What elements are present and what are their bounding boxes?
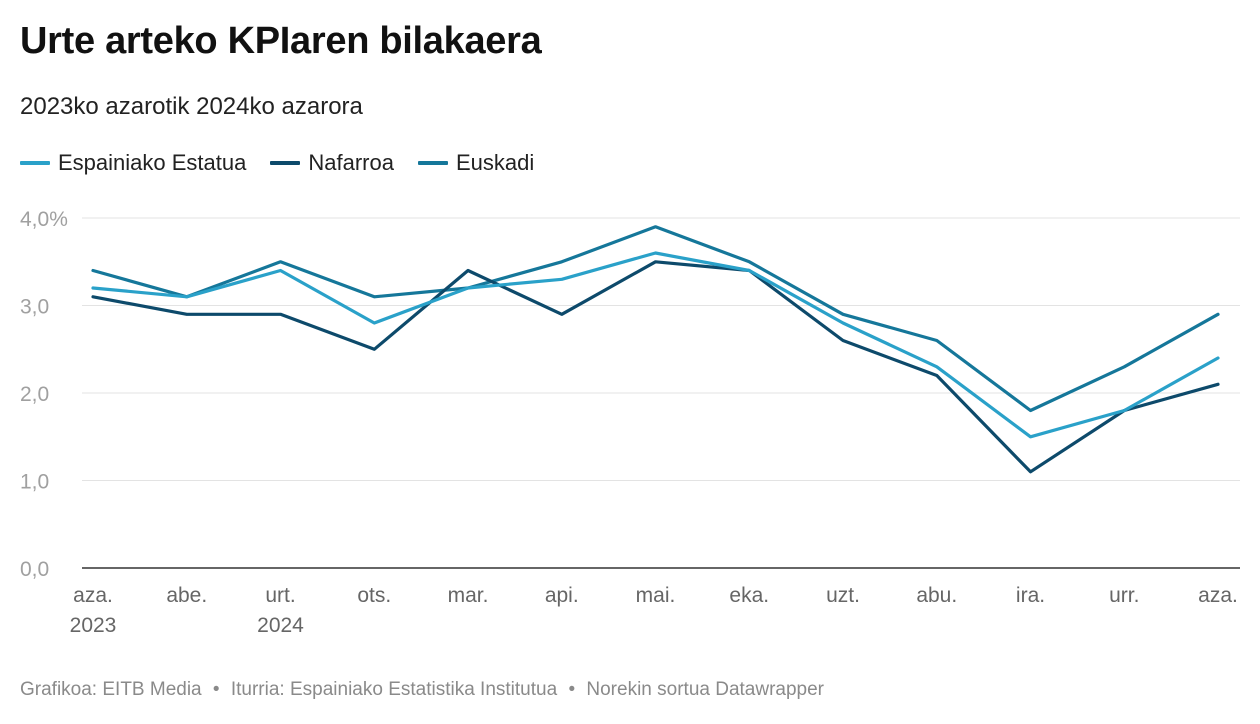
x-tick-label: aza. (1198, 584, 1238, 607)
x-tick-label: ira. (1016, 584, 1045, 607)
legend-swatch (270, 161, 301, 165)
x-tick-label: mai. (636, 584, 676, 607)
x-tick-label: abu. (916, 584, 957, 607)
series-line-nafarroa (91, 260, 1220, 474)
legend-item-espainiako-estatua: Espainiako Estatua (20, 150, 246, 176)
x-tick-label: uzt. (826, 584, 860, 607)
chart-legend: Espainiako Estatua Nafarroa Euskadi (20, 150, 558, 176)
legend-swatch (417, 161, 448, 165)
footer-separator: • (212, 679, 220, 700)
legend-swatch (20, 161, 50, 165)
y-tick-label: 0,0 (20, 558, 49, 581)
y-tick-label: 2,0 (20, 383, 49, 406)
legend-item-nafarroa: Nafarroa (270, 150, 394, 176)
x-tick-label: eka. (729, 584, 769, 607)
series-line-espainiako-estatua (91, 251, 1220, 439)
x-tick-label: urt. (265, 584, 295, 607)
x-tick-label: abe. (166, 584, 207, 607)
footer-source: Iturria: Espainiako Estatistika Institut… (230, 679, 558, 700)
legend-label: Nafarroa (308, 150, 394, 175)
x-tick-year-label: 2024 (257, 614, 304, 637)
x-tick-year-label: 2023 (70, 614, 117, 637)
x-tick-label: ots. (357, 584, 391, 607)
x-tick-label: mar. (448, 584, 489, 607)
x-tick-label: urr. (1109, 584, 1139, 607)
footer-separator: • (568, 679, 576, 700)
legend-label: Espainiako Estatua (58, 150, 247, 175)
legend-item-euskadi: Euskadi (417, 150, 535, 176)
legend-label: Euskadi (455, 150, 535, 175)
chart-title: Urte arteko KPIaren bilakaera (20, 20, 542, 62)
series-line-euskadi (91, 225, 1220, 413)
x-tick-label: aza. (73, 584, 113, 607)
chart-footer: Grafikoa: EITB Media • Iturria: Espainia… (20, 679, 824, 701)
footer-graphic-credit: Grafikoa: EITB Media (20, 679, 202, 700)
footer-made-with: Norekin sortua Datawrapper (586, 679, 825, 700)
y-tick-label: 3,0 (20, 296, 49, 319)
y-tick-label: 1,0 (20, 471, 49, 494)
x-tick-label: api. (545, 584, 579, 607)
chart-subtitle: 2023ko azarotik 2024ko azarora (20, 93, 363, 120)
y-tick-label: 4,0% (20, 208, 68, 231)
